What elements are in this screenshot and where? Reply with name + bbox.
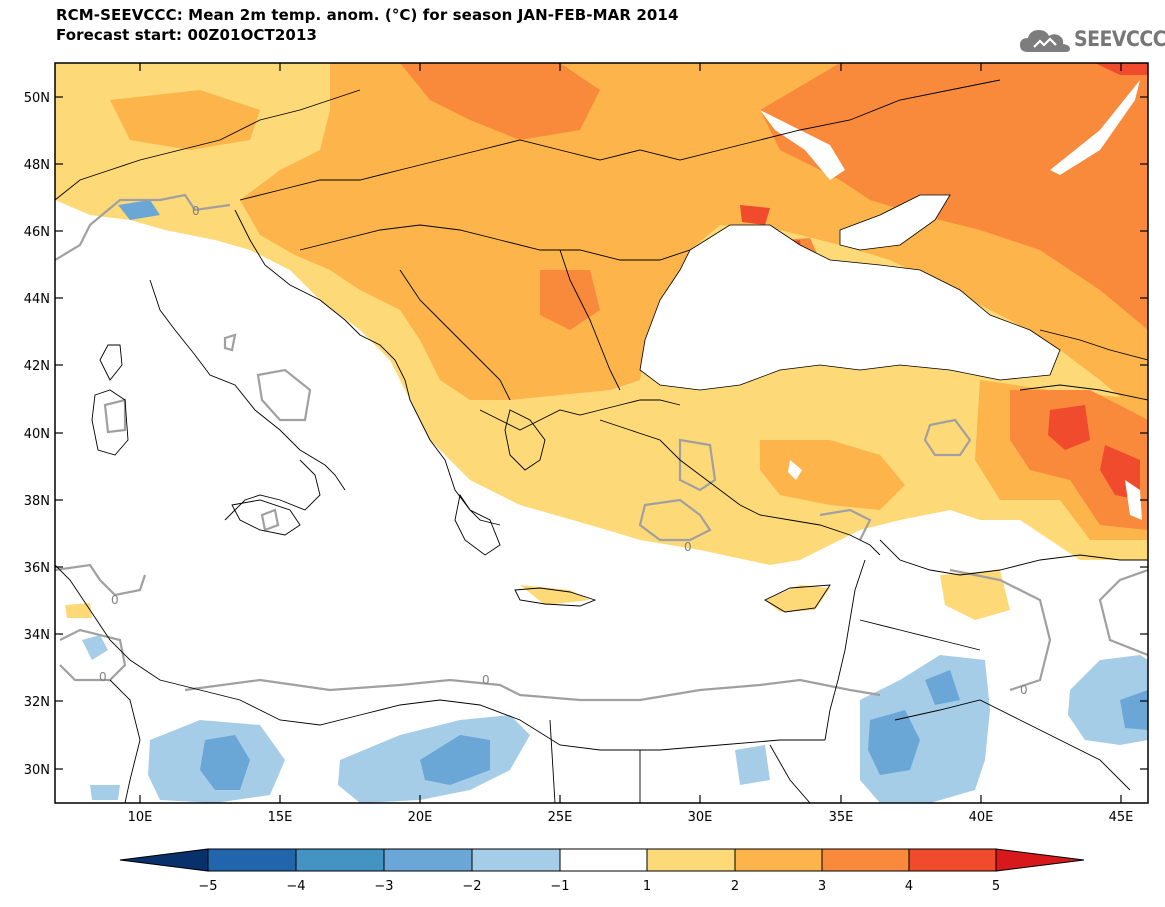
- anomaly-region-3to4: [400, 63, 600, 140]
- anomaly-region-neg2to3: [420, 735, 490, 785]
- colorbar-segment-below-neg5: [119, 848, 209, 872]
- lat-label-32n: 32N: [24, 695, 50, 710]
- anomaly-region-neg1to2: [90, 785, 120, 800]
- colorbar-segment-4-5: [908, 848, 997, 872]
- contour-label-zero: 0: [482, 673, 490, 687]
- lat-label-30n: 30N: [24, 763, 50, 778]
- anomaly-region-neg1to2: [735, 745, 770, 785]
- logo-text: SEEVCCC: [1074, 27, 1165, 51]
- colorbar: [119, 848, 1085, 872]
- forecast-start-label: Forecast start: 00Z01OCT2013: [56, 26, 318, 44]
- black-sea: [639, 224, 1061, 391]
- lon-label-15e: 15E: [268, 810, 293, 825]
- lat-label-44n: 44N: [24, 292, 50, 307]
- colorbar-tick-label: −3: [374, 879, 393, 894]
- anomaly-region-neg2to3: [200, 735, 250, 790]
- colorbar-segment-neg3-neg2: [383, 848, 473, 872]
- anomaly-region-1to2: [65, 603, 92, 618]
- anomaly-region-3to4: [1010, 390, 1148, 530]
- coastlines-and-borders: [55, 79, 1148, 803]
- lon-label-35e: 35E: [829, 810, 854, 825]
- colorbar-tick-label: −5: [198, 879, 217, 894]
- lat-label-34n: 34N: [24, 628, 50, 643]
- lat-label-40n: 40N: [24, 427, 50, 442]
- anomaly-region-1to2: [520, 585, 590, 605]
- anomaly-region-4to5: [1048, 405, 1090, 450]
- colorbar-tick-label: −2: [462, 879, 481, 894]
- sea-of-azov: [839, 194, 951, 251]
- latitude-labels: 50N 48N 46N 44N 42N 40N 38N 36N 34N 32N …: [24, 91, 50, 778]
- lon-label-40e: 40E: [969, 810, 994, 825]
- anomaly-region-3to4: [760, 63, 1148, 330]
- anomaly-region-2to3: [110, 90, 260, 150]
- anomaly-region-2to3: [760, 440, 905, 510]
- colorbar-tick-label: −4: [286, 879, 305, 894]
- lon-label-25e: 25E: [548, 810, 573, 825]
- colorbar-segment-1-2: [646, 848, 736, 872]
- colorbar-tick-label: 4: [905, 879, 913, 894]
- colorbar-tick-label: −1: [550, 879, 569, 894]
- lat-label-50n: 50N: [24, 91, 50, 106]
- contour-label-zero: 0: [684, 540, 692, 554]
- colorbar-segment-neg5-neg4: [207, 848, 297, 872]
- anomaly-region-3to4: [540, 270, 600, 330]
- longitude-labels: 10E 15E 20E 25E 30E 35E 40E 45E: [128, 810, 1134, 825]
- lon-label-45e: 45E: [1109, 810, 1134, 825]
- chart-title: RCM-SEEVCCC: Mean 2m temp. anom. (°C) fo…: [56, 6, 679, 24]
- colorbar-tick-label: 2: [731, 879, 739, 894]
- anomaly-region-1to2: [940, 570, 1010, 620]
- colorbar-segment-2-3: [734, 848, 823, 872]
- lon-label-30e: 30E: [688, 810, 713, 825]
- anomaly-region-neg1to2: [118, 200, 160, 220]
- zero-contour-lines: [55, 193, 1148, 702]
- contour-label-zero: 0: [111, 593, 119, 607]
- zero-contour-labels: 0 0 0 0 0 0: [99, 204, 1028, 697]
- colorbar-segment-neg4-neg3: [295, 848, 385, 872]
- lat-label-46n: 46N: [24, 225, 50, 240]
- anomaly-region-neg2to3: [868, 710, 920, 775]
- colorbar-segment-3-4: [821, 848, 910, 872]
- anomaly-region-neg2to3: [1120, 690, 1148, 730]
- latitude-axis: [55, 96, 1148, 770]
- colorbar-tick-label: 3: [818, 879, 826, 894]
- lat-label-36n: 36N: [24, 561, 50, 576]
- lat-label-38n: 38N: [24, 494, 50, 509]
- cloud-logo-icon: [1020, 30, 1070, 52]
- contour-label-zero: 0: [99, 670, 107, 684]
- colorbar-segment-neg2-neg1: [471, 848, 561, 872]
- lat-label-42n: 42N: [24, 359, 50, 374]
- anomaly-region-4to5: [740, 205, 770, 225]
- lon-label-10e: 10E: [128, 810, 153, 825]
- colorbar-segment-above-5: [995, 848, 1085, 872]
- anomaly-region-neg2to3: [925, 670, 960, 705]
- anomaly-region-1to2: [765, 585, 830, 612]
- colorbar-tick-labels: −5 −4 −3 −2 −1 1 2 3 4 5: [198, 879, 1000, 894]
- anomaly-region-neg1to2: [82, 635, 108, 660]
- longitude-axis: [139, 63, 1122, 803]
- lat-label-48n: 48N: [24, 158, 50, 173]
- colorbar-segment-neg1-1: [559, 848, 648, 872]
- lon-label-20e: 20E: [408, 810, 433, 825]
- contour-label-zero: 0: [1020, 683, 1028, 697]
- anomaly-field: [55, 63, 1148, 803]
- colorbar-tick-label: 1: [643, 879, 651, 894]
- contour-label-zero: 0: [192, 204, 200, 218]
- colorbar-tick-label: 5: [992, 879, 1000, 894]
